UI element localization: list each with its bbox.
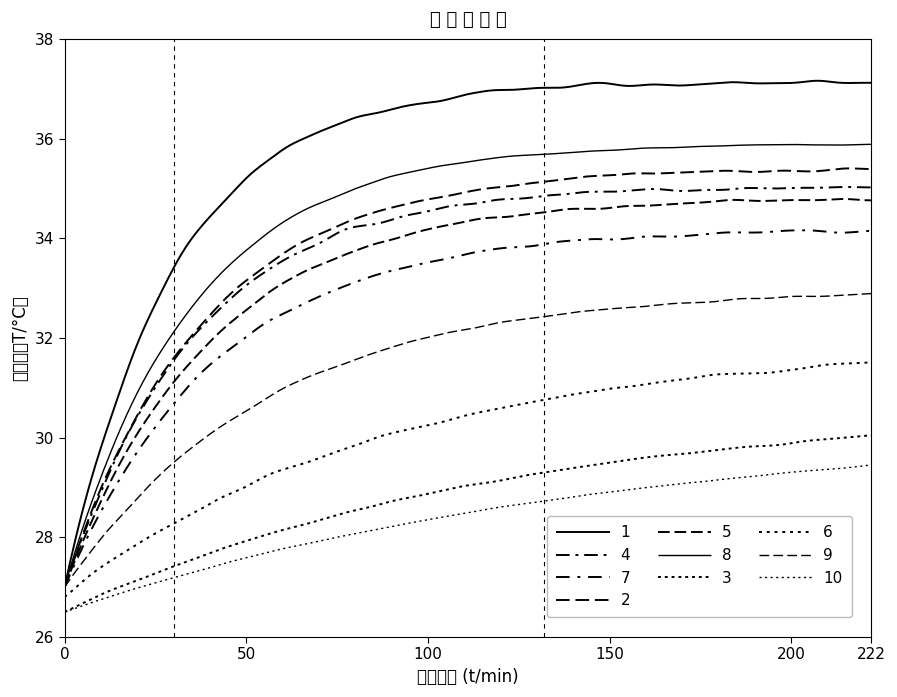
Y-axis label: 温度值（T/°C）: 温度值（T/°C） xyxy=(11,295,29,381)
Legend: 1, 4, 7, 2, 5, 8, 3, 6, 9, 10: 1, 4, 7, 2, 5, 8, 3, 6, 9, 10 xyxy=(547,516,852,618)
X-axis label: 测量时间 (t/min): 测量时间 (t/min) xyxy=(417,668,518,686)
Title: 温 升 曲 线 图: 温 升 曲 线 图 xyxy=(430,11,507,29)
